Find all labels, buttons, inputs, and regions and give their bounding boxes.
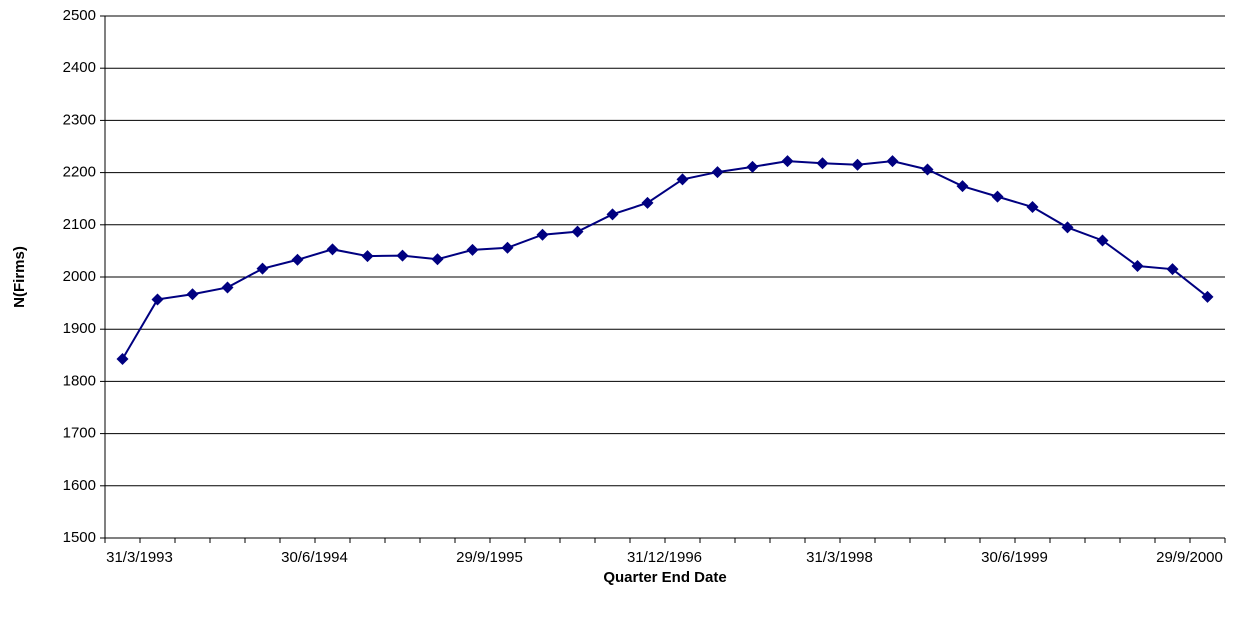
marker — [851, 158, 864, 171]
line — [121, 160, 1209, 360]
y-tick-label: 1600 — [63, 477, 96, 494]
y-tick-label: 2100 — [63, 216, 96, 233]
x-tick-label: 30/6/1999 — [981, 549, 1048, 566]
marker — [641, 196, 654, 209]
marker — [1166, 263, 1179, 276]
marker — [1131, 260, 1144, 273]
y-tick-label: 1800 — [63, 372, 96, 389]
marker — [536, 228, 549, 241]
marker — [1026, 201, 1039, 214]
marker — [571, 225, 584, 238]
marker — [256, 262, 269, 275]
y-tick-label: 2200 — [63, 164, 96, 181]
marker — [221, 281, 234, 294]
marker — [186, 288, 199, 301]
marker — [291, 253, 304, 266]
marker — [1096, 234, 1109, 247]
marker — [1061, 221, 1074, 234]
x-axis-title: Quarter End Date — [603, 569, 726, 586]
marker — [361, 250, 374, 263]
x-tick-label: 31/3/1998 — [806, 549, 873, 566]
marker — [711, 166, 724, 179]
marker — [956, 180, 969, 193]
marker — [1201, 290, 1214, 303]
y-tick-label: 1700 — [63, 425, 96, 442]
y-tick-label: 2000 — [63, 268, 96, 285]
x-tick-label: 30/6/1994 — [281, 549, 348, 566]
marker — [921, 163, 934, 176]
x-tick-label: 29/9/1995 — [456, 549, 523, 566]
marker — [991, 190, 1004, 203]
x-tick-label: 31/3/1993 — [106, 549, 173, 566]
marker — [501, 241, 514, 254]
x-tick-label: 31/12/1996 — [627, 549, 702, 566]
marker — [326, 243, 339, 256]
marker — [676, 173, 689, 186]
y-axis-title: N(Firms) — [11, 246, 28, 308]
marker — [151, 293, 164, 306]
marker — [606, 208, 619, 221]
x-tick-label: 29/9/2000 — [1156, 549, 1223, 566]
marker — [746, 160, 759, 173]
marker — [116, 352, 129, 365]
marker — [431, 253, 444, 266]
marker — [396, 249, 409, 262]
y-tick-label: 2400 — [63, 59, 96, 76]
y-tick-label: 1900 — [63, 320, 96, 337]
marker — [816, 157, 829, 170]
marker — [466, 243, 479, 256]
y-tick-label: 2300 — [63, 111, 96, 128]
y-tick-label: 2500 — [63, 7, 96, 24]
y-tick-label: 1500 — [63, 529, 96, 546]
marker — [781, 155, 794, 168]
marker — [886, 155, 899, 168]
